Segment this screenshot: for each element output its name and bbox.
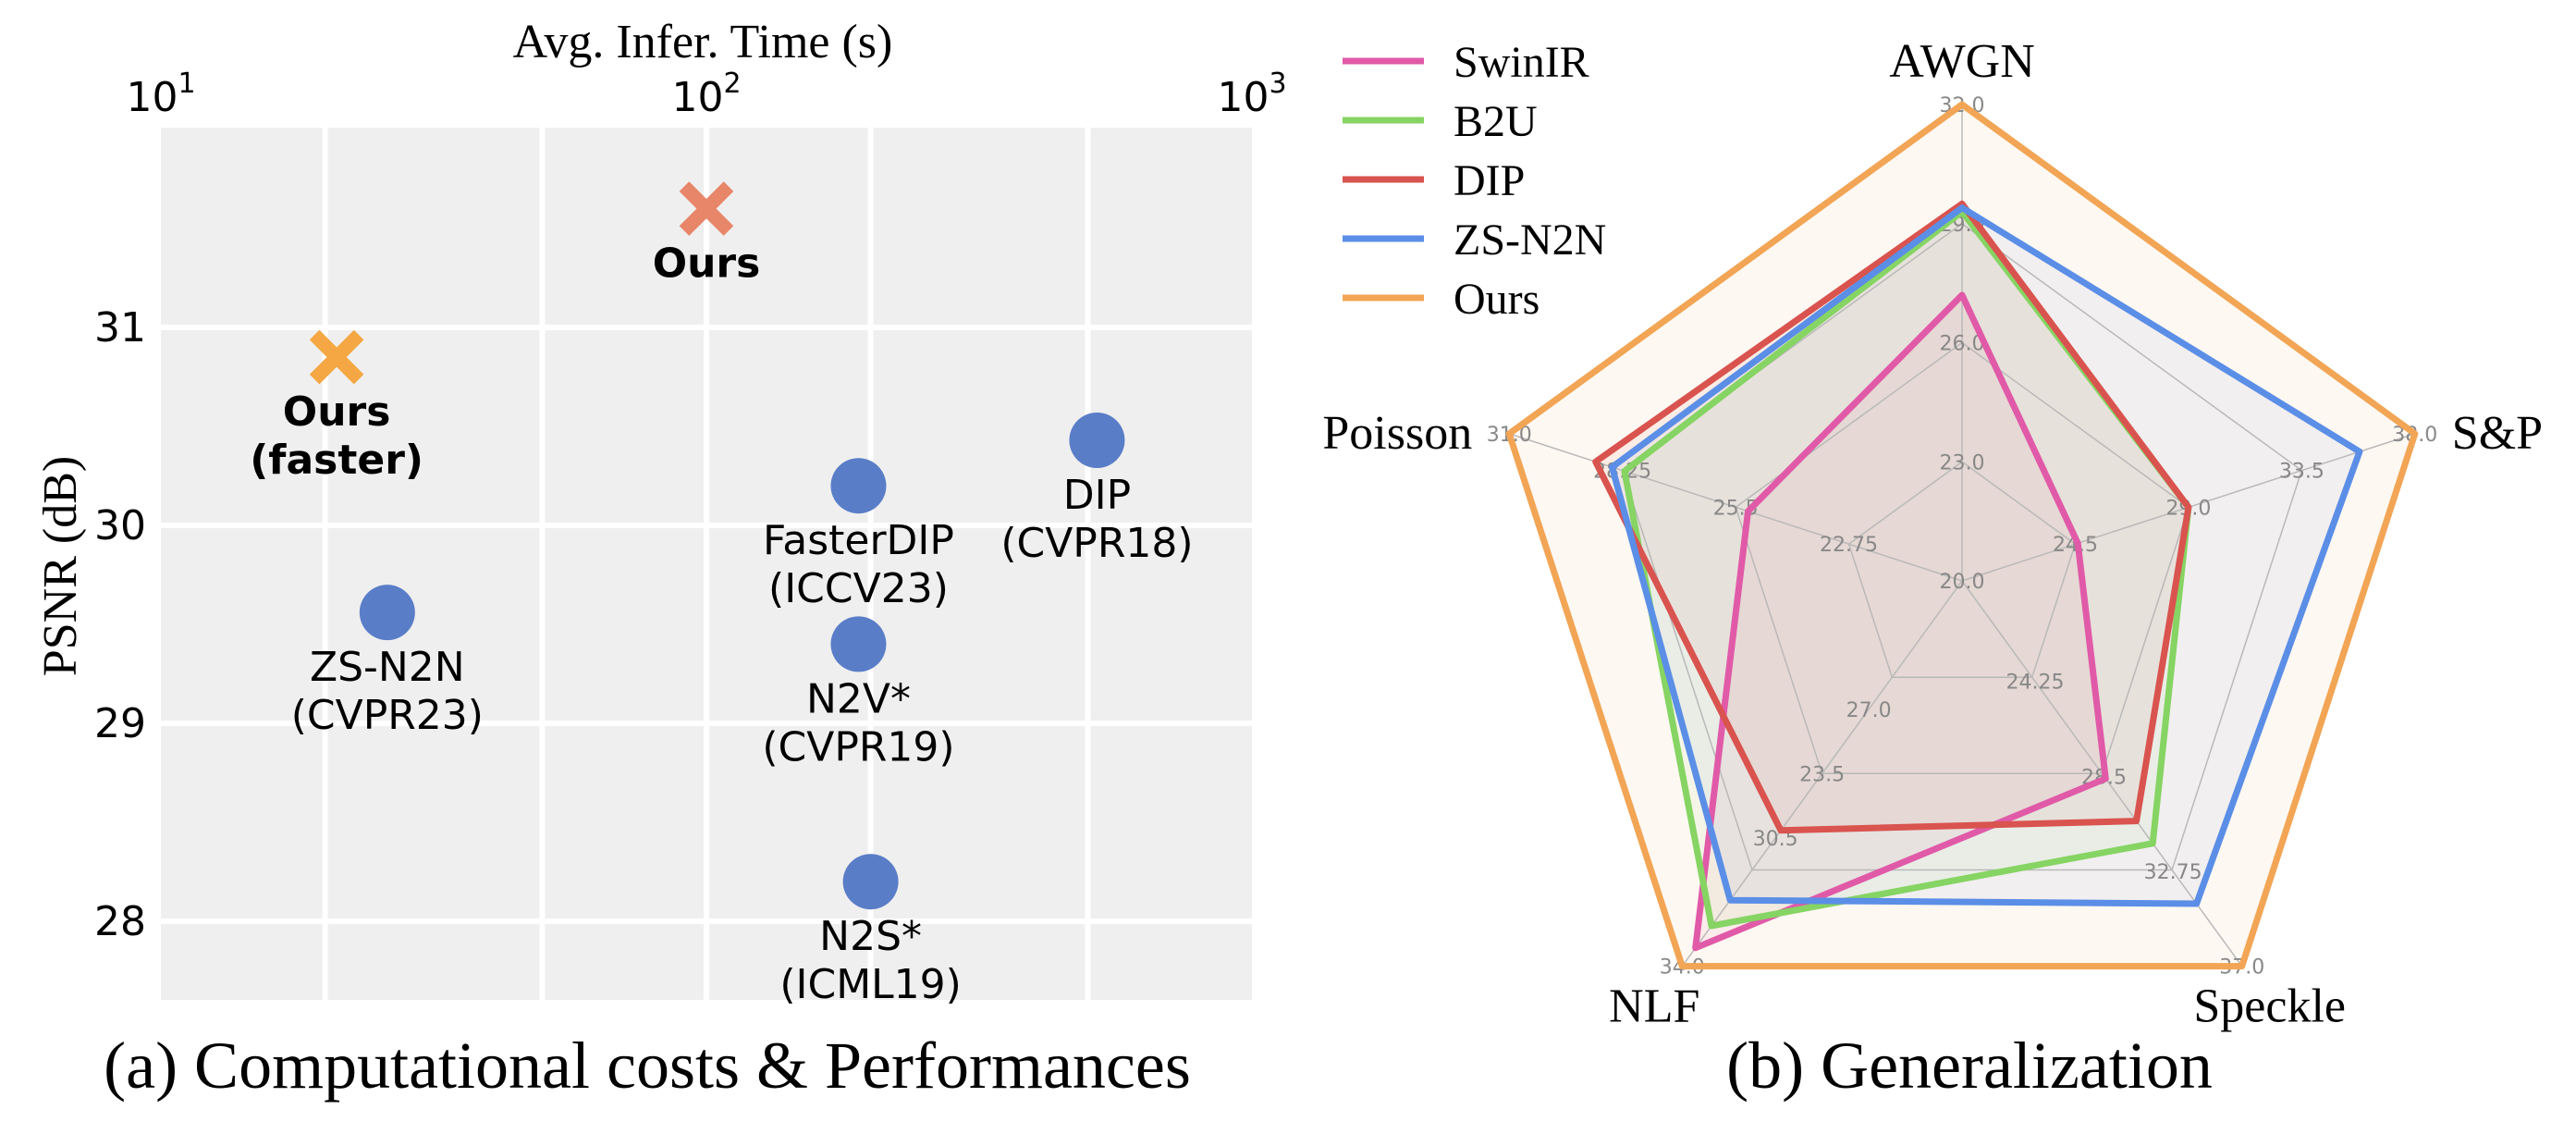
radar-fill-zs-n2n: [1612, 207, 2360, 905]
scatter-x-tick-label-1: 102: [671, 68, 741, 121]
radar-extra-tick-0: 23.5: [1799, 763, 1845, 786]
radar-caption: (b) Generalization: [1726, 1029, 2213, 1103]
scatter-label-ours-faster: Ours (faster): [250, 388, 423, 484]
radar-tick-speckle-2: 32.75: [2144, 861, 2202, 884]
scatter-grid: [161, 128, 1252, 1000]
scatter-marker-ours-faster: [309, 329, 364, 385]
legend-label-ours: Ours: [1454, 275, 1539, 324]
legend-item-zs-n2n: ZS-N2N: [1343, 216, 1606, 265]
scatter-x-tick-label-0: 101: [126, 68, 195, 121]
radar-chart: 20.023.026.029.032.024.529.033.538.024.2…: [1322, 35, 2543, 1103]
scatter-label-dip: DIP (CVPR18): [1000, 472, 1193, 567]
scatter-y-tick-label-0: 28: [94, 898, 146, 945]
scatter-point-group-fasterdip: FasterDIP (ICCV23): [763, 458, 954, 612]
scatter-point-group-ours-faster: Ours (faster): [250, 329, 423, 484]
legend-item-swinir: SwinIR: [1343, 38, 1589, 87]
scatter-label-zs-n2n: ZS-N2N (CVPR23): [291, 644, 484, 739]
scatter-point-group-n2s: N2S* (ICML19): [779, 854, 962, 1008]
radar-grid-ring-0: [1847, 461, 2077, 678]
scatter-y-tick-label-2: 30: [94, 502, 146, 549]
radar-tick-awgn-1: 23.0: [1940, 451, 1985, 475]
scatter-point-group-zs-n2n: ZS-N2N (CVPR23): [291, 585, 484, 739]
scatter-chart: 101 102 103 28 29 30 31 Ours Ours (faster) DIP (CV…: [34, 16, 1287, 1103]
scatter-y-axis-title: PSNR (dB): [34, 456, 87, 676]
scatter-label-fasterdip: FasterDIP (ICCV23): [763, 517, 954, 612]
radar-axis-label-poisson: Poisson: [1322, 407, 1472, 460]
scatter-marker-n2v: [830, 616, 887, 672]
scatter-marker-ours: [679, 181, 734, 236]
legend-label-b2u: B2U: [1454, 97, 1538, 146]
radar-series-zs-n2n: [1609, 204, 2363, 907]
scatter-marker-zs-n2n: [359, 585, 415, 641]
legend-item-b2u: B2U: [1343, 97, 1538, 146]
legend-item-ours: Ours: [1343, 275, 1539, 324]
radar-tick-speckle-0: 24.25: [2006, 672, 2064, 695]
radar-spoke-poisson: [1508, 433, 1963, 582]
radar-series: [1505, 101, 2419, 970]
radar-series-dip: [1592, 200, 2192, 834]
scatter-label-ours: Ours: [653, 240, 761, 288]
radar-axis-labels: AWGN S&P Speckle NLF Poisson: [1322, 35, 2543, 1033]
radar-fill-b2u: [1624, 211, 2189, 926]
radar-tick-awgn-0: 20.0: [1940, 571, 1985, 594]
scatter-point-group-dip: DIP (CVPR18): [1000, 412, 1194, 567]
radar-axis-label-awgn: AWGN: [1889, 35, 2035, 88]
radar-axis-label-speckle: Speckle: [2193, 980, 2346, 1033]
scatter-point-group-ours: Ours: [653, 181, 761, 288]
radar-grid-ring-1: [1735, 341, 2190, 775]
scatter-marker-dip: [1069, 412, 1125, 468]
scatter-y-tick-label-1: 29: [94, 700, 146, 747]
legend-label-zs-n2n: ZS-N2N: [1454, 216, 1606, 265]
radar-series-ours: [1505, 101, 2419, 970]
radar-tick-s-p-2: 33.5: [2279, 461, 2325, 484]
legend-item-dip: DIP: [1343, 156, 1525, 205]
scatter-x-tick-label-2: 103: [1217, 68, 1286, 121]
scatter-caption: (a) Computational costs & Performances: [104, 1029, 1191, 1103]
scatter-label-n2s: N2S* (ICML19): [779, 913, 962, 1008]
radar-fill-swinir: [1695, 295, 2106, 948]
radar-legend: SwinIR B2U DIP ZS-N2N Ours: [1343, 38, 1606, 324]
scatter-x-axis-title: Avg. Infer. Time (s): [513, 16, 893, 68]
scatter-y-tick-label-3: 31: [94, 304, 146, 351]
scatter-marker-fasterdip: [830, 458, 887, 514]
radar-tick-awgn-2: 26.0: [1940, 333, 1985, 356]
scatter-point-group-n2v: N2V* (CVPR19): [762, 616, 955, 770]
legend-label-dip: DIP: [1454, 156, 1525, 205]
radar-axis-label-s-p: S&P: [2452, 407, 2543, 460]
scatter-label-n2v: N2V* (CVPR19): [762, 675, 954, 770]
scatter-ticks: 101 102 103 28 29 30 31: [94, 68, 1287, 945]
radar-tick-poisson-0: 22.75: [1820, 534, 1878, 557]
radar-series-swinir: [1692, 291, 2109, 952]
scatter-marker-n2s: [842, 854, 899, 910]
scatter-points: Ours Ours (faster) DIP (CVPR18) FasterDIP (ICC…: [250, 181, 1194, 1008]
legend-label-swinir: SwinIR: [1454, 38, 1589, 87]
radar-axis-label-nlf: NLF: [1609, 980, 1699, 1033]
radar-tick-nlf-0: 27.0: [1846, 699, 1892, 722]
